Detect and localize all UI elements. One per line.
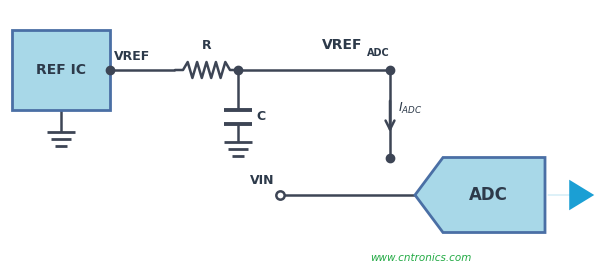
Text: VREF: VREF: [322, 38, 362, 52]
Text: VREF: VREF: [114, 50, 150, 63]
FancyArrowPatch shape: [548, 180, 594, 210]
Text: $I_{ADC}$: $I_{ADC}$: [398, 101, 422, 115]
Text: C: C: [256, 111, 265, 124]
Text: ADC: ADC: [468, 186, 508, 204]
Polygon shape: [415, 157, 545, 233]
Text: VIN: VIN: [249, 174, 274, 187]
Text: REF IC: REF IC: [36, 63, 86, 77]
Text: ADC: ADC: [367, 48, 390, 58]
Text: www.cntronics.com: www.cntronics.com: [370, 253, 471, 263]
FancyBboxPatch shape: [12, 30, 110, 110]
Text: R: R: [201, 39, 211, 52]
